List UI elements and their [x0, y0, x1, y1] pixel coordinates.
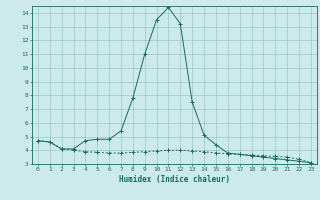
X-axis label: Humidex (Indice chaleur): Humidex (Indice chaleur)	[119, 175, 230, 184]
